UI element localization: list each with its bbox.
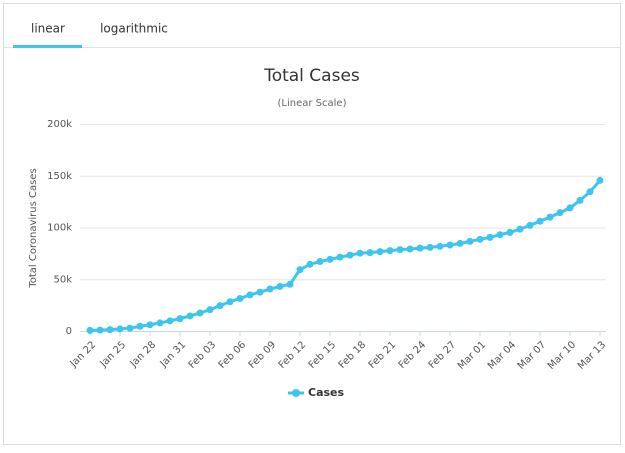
marker: [126, 324, 134, 332]
marker: [426, 243, 434, 251]
tab-indicator: [13, 45, 82, 48]
legend-label: Cases: [308, 386, 345, 399]
legend-marker: [292, 389, 300, 397]
line: [89, 179, 602, 332]
marker: [456, 239, 464, 247]
marker: [556, 209, 564, 217]
marker: [506, 228, 514, 236]
marker: [216, 302, 224, 310]
marker: [136, 322, 144, 330]
y-axis-title: Total Coronavirus Cases: [28, 168, 39, 288]
marker: [476, 235, 484, 243]
marker: [206, 306, 214, 314]
marker: [386, 247, 394, 255]
marker: [526, 221, 534, 229]
marker: [536, 217, 544, 225]
marker: [516, 225, 524, 233]
frame: [3, 3, 621, 445]
marker: [306, 260, 314, 268]
marker: [196, 309, 204, 317]
marker: [436, 242, 444, 250]
marker: [546, 213, 554, 221]
tab[interactable]: logarithmic: [100, 22, 168, 36]
marker: [346, 251, 354, 259]
y-tick-label: 200k: [47, 119, 72, 130]
marker: [186, 312, 194, 320]
marker: [396, 246, 404, 254]
marker: [366, 249, 374, 257]
tab[interactable]: linear: [31, 22, 65, 36]
marker: [226, 298, 234, 306]
marker: [496, 231, 504, 239]
marker: [316, 258, 324, 266]
marker: [236, 294, 244, 302]
marker: [566, 204, 574, 212]
marker: [486, 233, 494, 241]
marker: [256, 288, 264, 296]
marker: [466, 237, 474, 245]
marker: [176, 315, 184, 323]
marker: [86, 326, 94, 334]
marker: [576, 196, 584, 204]
marker: [286, 280, 294, 288]
y-tick-label: 0: [66, 326, 72, 337]
marker: [276, 282, 284, 290]
marker: [406, 245, 414, 253]
y-tick-label: 100k: [47, 223, 72, 234]
marker: [266, 285, 274, 293]
marker: [596, 176, 604, 184]
marker: [416, 244, 424, 252]
chart-title: Total Cases: [263, 66, 360, 86]
marker: [446, 241, 454, 249]
chart-subtitle: (Linear Scale): [278, 98, 347, 109]
y-tick-label: 50k: [53, 274, 72, 285]
marker: [586, 188, 594, 196]
marker: [156, 319, 164, 327]
marker: [376, 248, 384, 256]
marker: [166, 317, 174, 325]
marker: [106, 326, 114, 334]
marker: [96, 326, 104, 334]
marker: [116, 325, 124, 333]
marker: [296, 266, 304, 274]
marker: [356, 249, 364, 257]
y-tick-label: 150k: [47, 171, 72, 182]
marker: [326, 255, 334, 263]
marker: [146, 321, 154, 329]
marker: [336, 253, 344, 261]
marker: [246, 291, 254, 299]
